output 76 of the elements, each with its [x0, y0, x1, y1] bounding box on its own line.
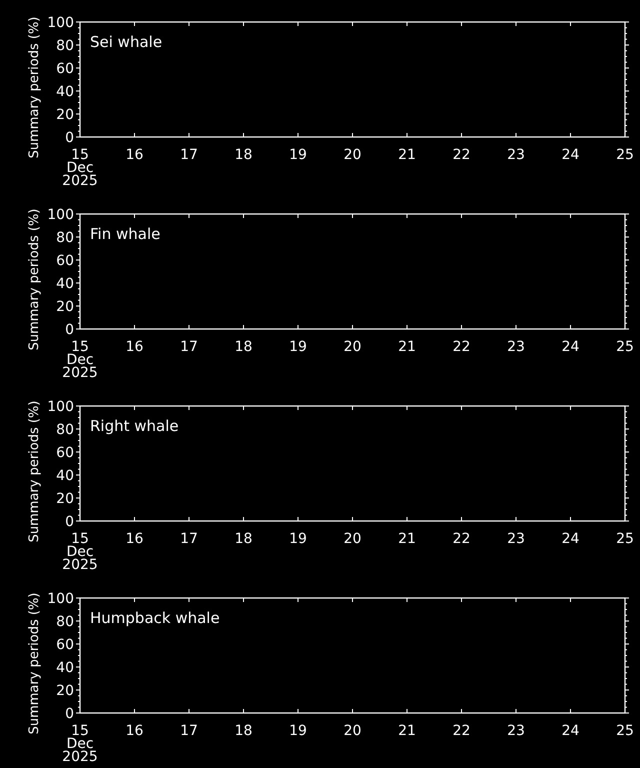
x-tick-label: 25: [616, 723, 634, 739]
x-tick-label: 24: [562, 339, 580, 355]
y-tick-label: 80: [56, 422, 74, 438]
x-tick-label: 17: [180, 531, 198, 547]
x-tick-label: 15 Dec 2025: [62, 147, 98, 189]
x-tick-label: 19: [289, 339, 307, 355]
x-tick-label: 22: [452, 147, 470, 163]
y-tick-label: 0: [65, 706, 74, 722]
y-tick-label: 20: [56, 107, 74, 123]
x-tick-label: 24: [562, 723, 580, 739]
y-tick-label: 80: [56, 38, 74, 54]
y-tick-label: 40: [56, 276, 74, 292]
x-tick-label: 25: [616, 339, 634, 355]
y-tick-label: 80: [56, 230, 74, 246]
x-tick-label: 17: [180, 723, 198, 739]
x-tick-label: 22: [452, 339, 470, 355]
x-tick-label: 23: [507, 339, 525, 355]
x-tick-label: 16: [126, 147, 144, 163]
y-tick-label: 20: [56, 683, 74, 699]
y-tick-label: 20: [56, 299, 74, 315]
y-tick-label: 20: [56, 491, 74, 507]
x-tick-label: 22: [452, 723, 470, 739]
x-tick-label: 21: [398, 723, 416, 739]
y-tick-label: 80: [56, 614, 74, 630]
x-tick-label: 25: [616, 531, 634, 547]
x-tick-label: 20: [344, 147, 362, 163]
x-tick-label: 24: [562, 531, 580, 547]
x-tick-label: 18: [234, 531, 252, 547]
x-tick-label: 18: [234, 723, 252, 739]
x-tick-label: 20: [344, 723, 362, 739]
y-tick-label: 100: [47, 399, 74, 415]
x-tick-label: 18: [234, 339, 252, 355]
x-tick-label: 19: [289, 531, 307, 547]
y-tick-label: 60: [56, 61, 74, 77]
x-tick-label: 19: [289, 723, 307, 739]
x-tick-label: 19: [289, 147, 307, 163]
y-tick-label: 0: [65, 514, 74, 530]
x-tick-label: 23: [507, 147, 525, 163]
y-tick-label: 40: [56, 84, 74, 100]
x-tick-label: 20: [344, 531, 362, 547]
x-tick-label: 17: [180, 147, 198, 163]
x-tick-label: 24: [562, 147, 580, 163]
x-tick-label: 21: [398, 531, 416, 547]
text: Sei whale: [90, 33, 162, 51]
x-tick-label: 21: [398, 147, 416, 163]
y-tick-label: 0: [65, 130, 74, 146]
y-tick-label: 60: [56, 445, 74, 461]
y-tick-label: 100: [47, 591, 74, 607]
x-tick-label: 15 Dec 2025: [62, 723, 98, 765]
x-tick-label: 23: [507, 531, 525, 547]
x-tick-label: 17: [180, 339, 198, 355]
x-tick-label: 25: [616, 147, 634, 163]
x-tick-label: 23: [507, 723, 525, 739]
y-axis-title: Summary periods (%): [27, 208, 42, 350]
text: Right whale: [90, 417, 179, 435]
y-tick-label: 40: [56, 660, 74, 676]
text: Humpback whale: [90, 609, 220, 627]
x-tick-label: 16: [126, 531, 144, 547]
y-tick-label: 100: [47, 15, 74, 31]
x-tick-label: 16: [126, 339, 144, 355]
x-tick-label: 22: [452, 531, 470, 547]
y-axis-title: Summary periods (%): [27, 16, 42, 158]
x-tick-label: 20: [344, 339, 362, 355]
x-tick-label: 15 Dec 2025: [62, 339, 98, 381]
y-tick-label: 40: [56, 468, 74, 484]
y-tick-label: 60: [56, 637, 74, 653]
y-axis-title: Summary periods (%): [27, 592, 42, 734]
x-tick-label: 15 Dec 2025: [62, 531, 98, 573]
x-tick-label: 16: [126, 723, 144, 739]
text: Fin whale: [90, 225, 160, 243]
x-tick-label: 18: [234, 147, 252, 163]
x-tick-label: 21: [398, 339, 416, 355]
y-tick-label: 100: [47, 207, 74, 223]
y-tick-label: 0: [65, 322, 74, 338]
y-tick-label: 60: [56, 253, 74, 269]
y-axis-title: Summary periods (%): [27, 400, 42, 542]
